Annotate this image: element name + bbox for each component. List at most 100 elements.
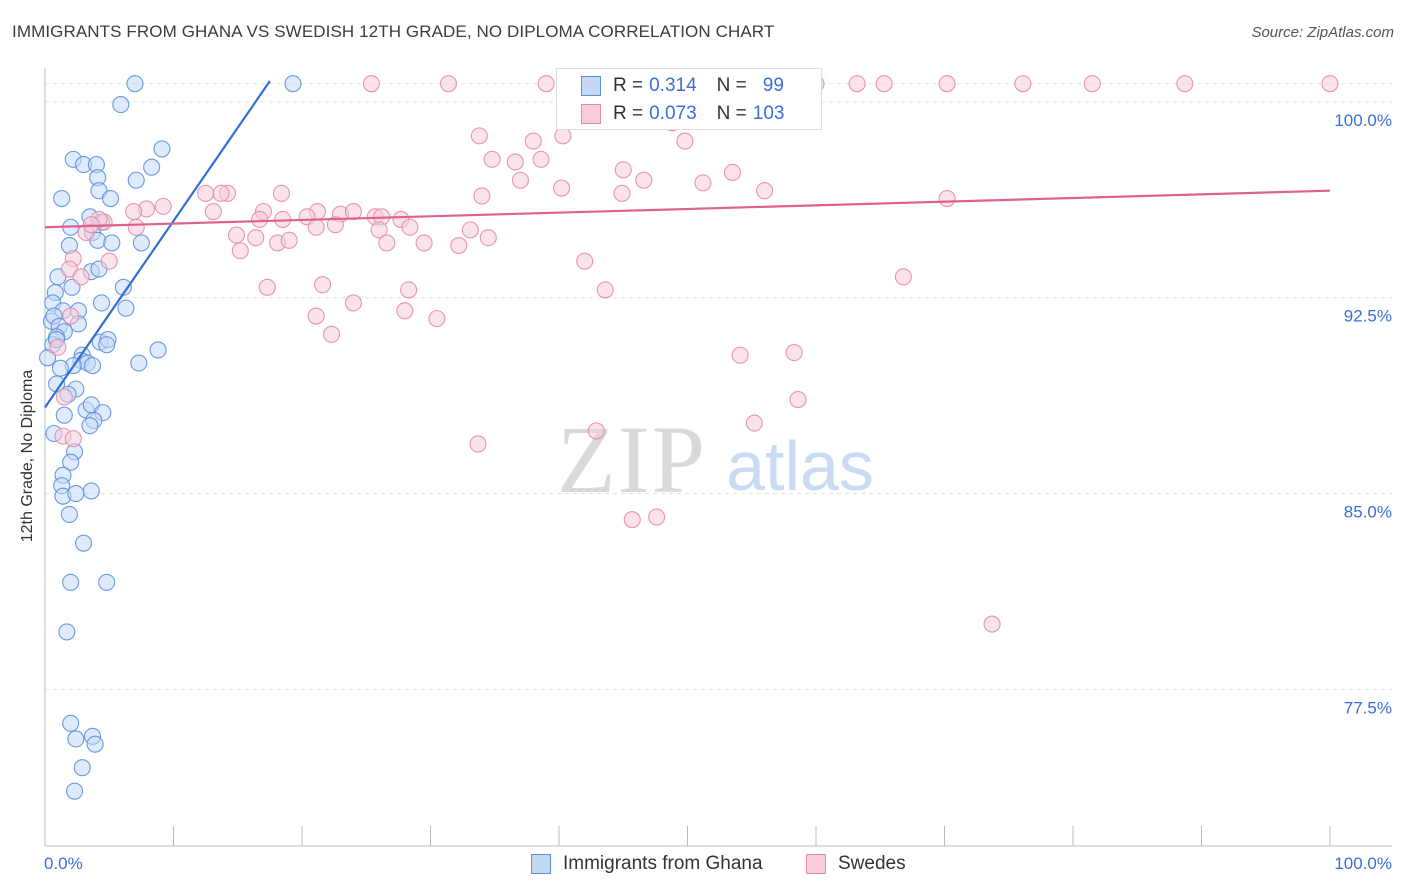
- legend-r-value: 0.073: [649, 103, 697, 124]
- swedes-point: [635, 171, 653, 189]
- swedes-point: [731, 346, 749, 364]
- ghana-point: [67, 730, 85, 748]
- ghana-point: [58, 623, 76, 641]
- trend-lines: [44, 80, 1331, 409]
- swedes-point: [100, 252, 118, 270]
- swedes-point: [596, 281, 614, 299]
- legend-n-value: 99: [762, 75, 784, 96]
- swedes-point: [576, 252, 594, 270]
- ghana-point: [98, 573, 116, 591]
- swedes-point: [378, 234, 396, 252]
- bottom-legend-swatch-swedes: [806, 854, 826, 874]
- ghana-point: [130, 354, 148, 372]
- swedes-point: [470, 127, 488, 145]
- bottom-legend-label-swedes: Swedes: [838, 853, 906, 874]
- swedes-point: [272, 184, 290, 202]
- ghana-point: [53, 189, 71, 208]
- swedes-point: [938, 189, 956, 208]
- ghana-point: [75, 534, 93, 552]
- swedes-trend-line: [44, 189, 1331, 229]
- swedes-point: [894, 268, 912, 286]
- swedes-point: [1014, 75, 1032, 93]
- swedes-point: [314, 276, 332, 294]
- swedes-point: [483, 150, 501, 168]
- ghana-point: [81, 417, 99, 435]
- watermark: ZIP atlas: [557, 406, 874, 513]
- swedes-point: [247, 229, 265, 247]
- swedes-point: [307, 218, 325, 236]
- correlation-legend: R = 0.314 N = 99 R = 0.073 N = 103: [556, 68, 822, 130]
- swedes-point: [473, 187, 491, 205]
- ghana-point: [92, 294, 111, 312]
- swedes-point: [537, 75, 555, 93]
- watermark-zip: ZIP: [557, 406, 707, 513]
- swedes-point: [49, 338, 67, 356]
- legend-swatch-swedes: [581, 104, 601, 124]
- swedes-point: [756, 182, 774, 200]
- chart-title: IMMIGRANTS FROM GHANA VS SWEDISH 12TH GR…: [12, 22, 775, 41]
- swedes-point: [72, 268, 90, 286]
- swedes-point: [848, 75, 866, 93]
- ghana-point: [73, 759, 91, 777]
- swedes-point: [227, 226, 246, 244]
- swedes-point: [307, 307, 325, 325]
- ghana-point: [51, 359, 69, 377]
- swedes-point: [785, 344, 803, 362]
- swedes-point: [461, 221, 479, 239]
- swedes-point: [231, 242, 249, 260]
- legend-n-value: 103: [752, 103, 785, 124]
- swedes-point: [554, 127, 572, 145]
- swedes-point: [938, 75, 956, 93]
- x-tick-label: 100.0%: [1334, 854, 1392, 873]
- swedes-point: [745, 414, 763, 432]
- swedes-point: [875, 75, 893, 93]
- swedes-point: [370, 221, 388, 239]
- y-axis-title: 12th Grade, No Diploma: [19, 369, 36, 543]
- swedes-point: [258, 278, 276, 296]
- swedes-point: [55, 388, 73, 406]
- legend-row-swedes: R = 0.073 N = 103: [557, 100, 784, 128]
- legend-n-label: N =: [716, 103, 747, 124]
- ghana-point: [132, 234, 150, 252]
- ghana-point: [86, 735, 104, 753]
- swedes-point: [723, 163, 742, 181]
- swedes-point: [614, 161, 632, 179]
- swedes-point: [154, 197, 172, 215]
- swedes-point: [344, 203, 362, 221]
- ghana-point: [284, 75, 302, 93]
- swedes-point: [251, 210, 269, 228]
- axes: [44, 68, 1392, 847]
- swedes-point: [511, 171, 530, 189]
- ghana-point: [153, 140, 171, 158]
- swedes-point: [439, 75, 458, 93]
- swedes-point: [125, 203, 143, 221]
- y-tick-label: 92.5%: [1344, 307, 1392, 326]
- y-tick-label: 85.0%: [1344, 503, 1392, 522]
- swedes-point: [1176, 75, 1194, 93]
- swedes-point: [524, 132, 542, 150]
- swedes-point: [587, 422, 605, 440]
- ghana-point: [101, 189, 120, 208]
- watermark-atlas: atlas: [726, 427, 874, 505]
- swedes-point: [676, 132, 694, 150]
- swedes-point: [428, 310, 446, 328]
- y-tick-label: 77.5%: [1344, 698, 1392, 717]
- swedes-point: [64, 430, 82, 448]
- swedes-point: [127, 218, 145, 236]
- bottom-legend-ghana: Immigrants from Ghana: [531, 852, 763, 876]
- swedes-point: [469, 435, 487, 453]
- ghana-point: [39, 349, 57, 367]
- swedes-point: [323, 325, 341, 343]
- swedes-point: [694, 174, 712, 192]
- swedes-point: [648, 508, 666, 526]
- bottom-legend-swatch-ghana: [531, 854, 551, 874]
- ghana-point: [62, 714, 80, 732]
- ghana-point: [127, 171, 145, 189]
- legend-row-ghana: R = 0.314 N = 99: [557, 72, 784, 100]
- legend-r-value: 0.314: [649, 75, 697, 96]
- swedes-point: [623, 511, 641, 529]
- ghana-point: [103, 234, 121, 252]
- swedes-point: [506, 153, 524, 171]
- ghana-point: [112, 96, 130, 114]
